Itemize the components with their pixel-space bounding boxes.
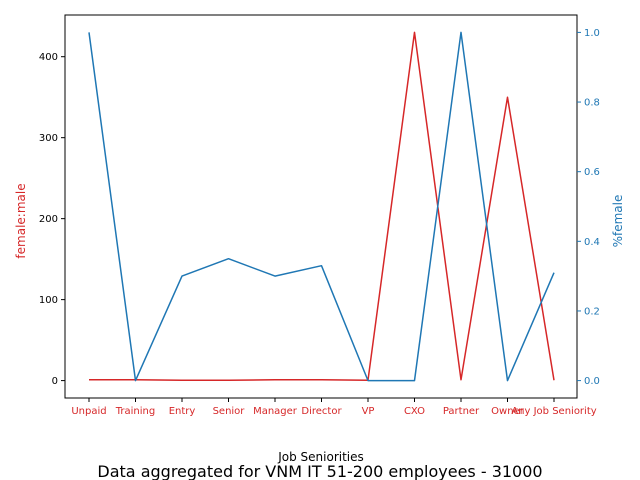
y-left-tick-label: 200: [39, 214, 58, 225]
y-left-tick-label: 0: [52, 376, 58, 387]
y-axis-right: 0.0 0.2 0.4 0.6 0.8 1.0: [577, 28, 600, 387]
x-axis: Unpaid Training Entry Senior Manager Director…: [71, 398, 597, 417]
series-line-left: [89, 31, 555, 381]
y-right-tick-label: 0.2: [584, 306, 600, 317]
chart-title: Data aggregated for VNM IT 51-200 employ…: [97, 462, 542, 480]
x-axis-label: Job Seniorities: [277, 450, 364, 464]
x-tick-label: Senior: [213, 406, 246, 417]
plot-frame: [64, 14, 578, 399]
y-right-tick-label: 0.4: [584, 237, 600, 248]
y-left-tick-label: 400: [39, 52, 58, 63]
x-tick-label: Training: [115, 406, 155, 417]
x-tick-label: VP: [362, 406, 375, 417]
x-tick-label: Unpaid: [71, 406, 106, 417]
x-tick-label: CXO: [404, 406, 425, 417]
y-right-tick-label: 0.6: [584, 167, 600, 178]
y-axis-right-label: %female: [611, 195, 625, 248]
y-left-tick-label: 100: [39, 295, 58, 306]
x-tick-label: Partner: [443, 406, 480, 417]
y-right-tick-label: 1.0: [584, 28, 600, 39]
series-line-right: [88, 31, 555, 382]
y-left-tick-label: 300: [39, 133, 58, 144]
x-tick-label: Manager: [253, 406, 298, 417]
y-axis-left: 0 100 200 300 400: [39, 52, 65, 387]
x-tick-label: Director: [301, 406, 342, 417]
y-right-tick-label: 0.8: [584, 98, 600, 109]
x-tick-label: Owner: [491, 406, 525, 417]
x-tick-label: Any Job Seniority: [511, 406, 596, 417]
series-layer: [88, 31, 555, 382]
x-tick-label: Entry: [169, 406, 196, 417]
y-axis-left-label: female:male: [14, 183, 28, 258]
y-right-tick-label: 0.0: [584, 376, 600, 387]
